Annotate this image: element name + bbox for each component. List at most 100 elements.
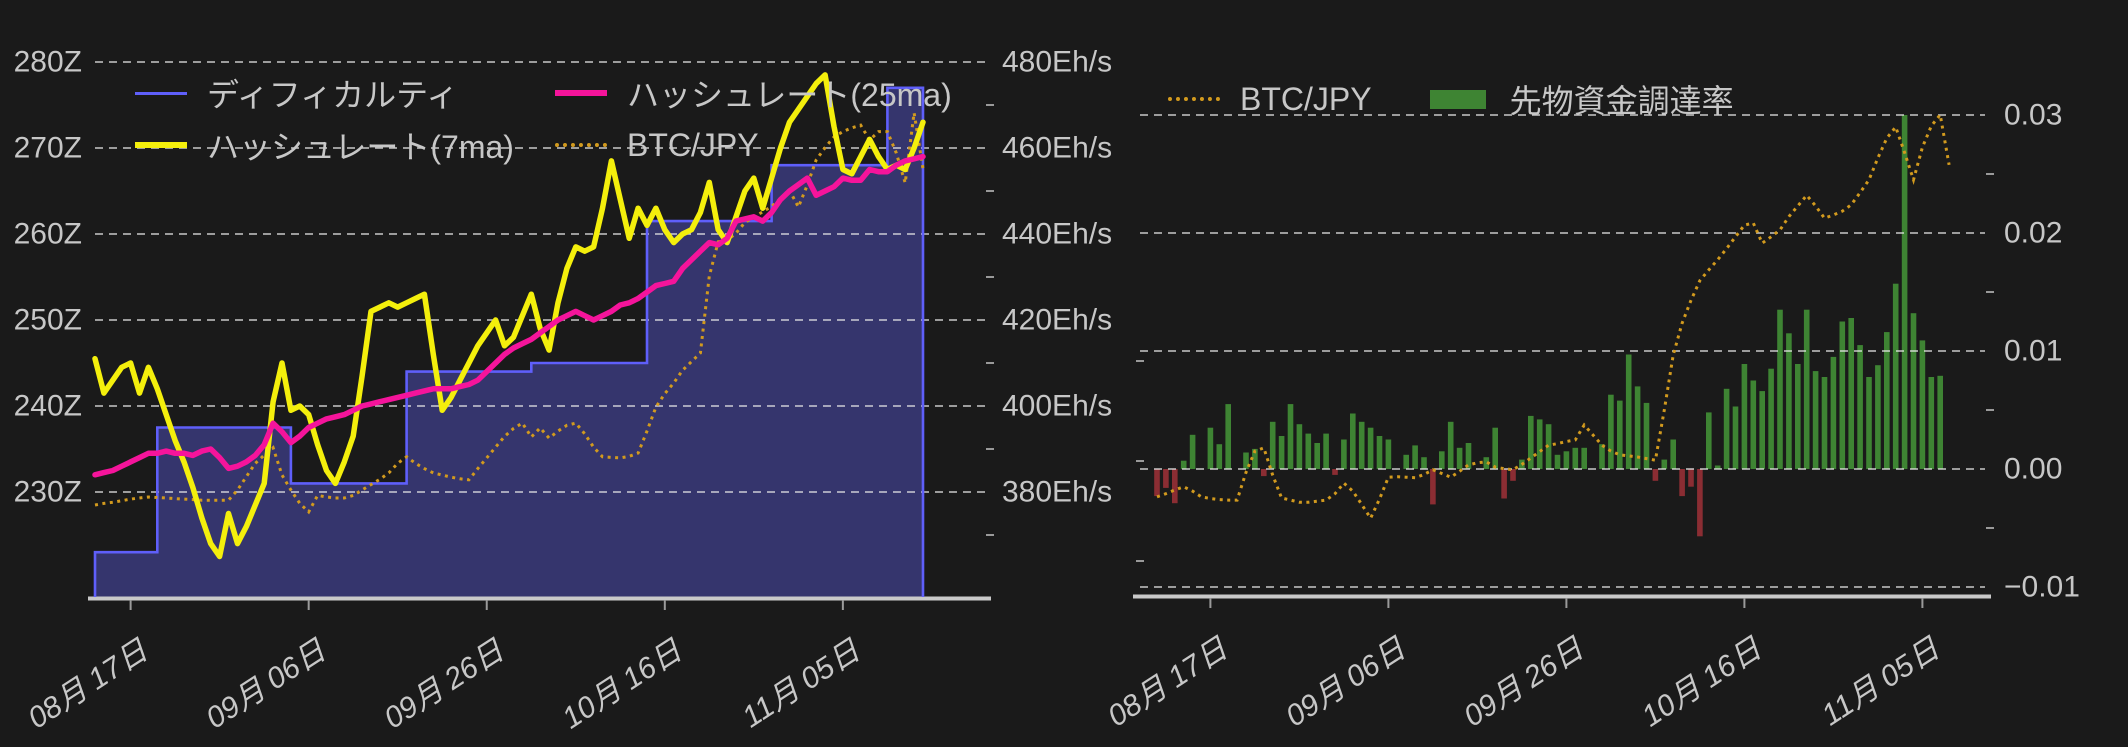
y-axis-right-label: 480Eh/s bbox=[1002, 46, 1112, 79]
funding-rate-bar-positive bbox=[1421, 457, 1427, 469]
funding-rate-bar-positive bbox=[1875, 365, 1881, 469]
funding-rate-bar-positive bbox=[1599, 444, 1605, 469]
funding-rate-bar-negative bbox=[1510, 469, 1516, 481]
y-axis-right-label: 0.01 bbox=[2004, 335, 2062, 368]
funding-rate-bar-positive bbox=[1821, 377, 1828, 469]
legend-label-btcjpy-left: BTC/JPY bbox=[627, 126, 759, 163]
funding-rate-bar-positive bbox=[1634, 386, 1641, 469]
y-axis-left-label: 270Z bbox=[14, 132, 82, 165]
funding-rate-bar-positive bbox=[1786, 333, 1792, 469]
legend-label-btcjpy-right: BTC/JPY bbox=[1240, 80, 1372, 117]
funding-rate-bar-negative bbox=[1154, 469, 1160, 497]
legend-label-hashrate-7ma: ハッシュレート(7ma) bbox=[207, 129, 514, 165]
funding-rate-bar-positive bbox=[1563, 451, 1570, 469]
funding-rate-bar-positive bbox=[1759, 391, 1765, 469]
funding-rate-bar-positive bbox=[1216, 444, 1223, 469]
x-axis-label: 11月 05日 bbox=[1816, 632, 1946, 733]
x-axis-label: 09月 06日 bbox=[1280, 632, 1412, 734]
funding-rate-bar-positive bbox=[1376, 436, 1383, 469]
funding-rate-bar-negative bbox=[1679, 469, 1685, 497]
hashrate-7ma-line bbox=[92, 72, 926, 560]
funding-rate-bar-positive bbox=[1536, 419, 1543, 469]
y-axis-right-label: 0.02 bbox=[2004, 217, 2062, 250]
legend-label-hashrate-25ma: ハッシュレート(25ma) bbox=[627, 77, 952, 113]
funding-rate-bar-positive bbox=[1269, 421, 1276, 469]
x-axis-label: 09月 06日 bbox=[200, 634, 332, 736]
funding-rate-bar-positive bbox=[1314, 443, 1320, 469]
legend-label-funding-rate: 先物資金調達率 bbox=[1509, 83, 1734, 119]
btcjpy-dotted-line bbox=[1156, 111, 1951, 522]
funding-rate-bar-positive bbox=[1608, 394, 1614, 469]
funding-rate-bar-positive bbox=[1714, 465, 1721, 469]
funding-rate-bar-positive bbox=[1795, 364, 1801, 469]
y-axis-left-label: 280Z bbox=[14, 46, 82, 79]
legend-item-btcjpy-left: BTC/JPY bbox=[555, 127, 952, 164]
funding-rate-bar-positive bbox=[1465, 443, 1472, 469]
funding-rate-bar-positive bbox=[1803, 309, 1810, 469]
funding-rate-bar-negative bbox=[1430, 469, 1436, 505]
legend-item-funding-rate: 先物資金調達率 bbox=[1429, 76, 1734, 122]
funding-rate-bar-positive bbox=[1866, 377, 1872, 469]
funding-rate-bar-positive bbox=[1643, 402, 1650, 469]
funding-rate-bar-negative bbox=[1501, 469, 1507, 499]
funding-rate-bar-positive bbox=[1323, 433, 1329, 469]
funding-rate-bar-positive bbox=[1617, 400, 1623, 469]
funding-rate-bar-positive bbox=[1732, 406, 1739, 469]
funding-rate-bar-positive bbox=[1812, 371, 1819, 469]
funding-rate-bar-positive bbox=[1385, 439, 1392, 469]
btcjpy-dotted-line-swatch bbox=[555, 143, 607, 147]
legend-item-hashrate-25ma: ハッシュレート(25ma) bbox=[555, 70, 952, 116]
funding-rate-bar-positive bbox=[1572, 447, 1579, 469]
funding-rate-bar-positive bbox=[1706, 412, 1712, 469]
y-axis-right-label: 420Eh/s bbox=[1002, 304, 1112, 337]
funding-rate-bar-positive bbox=[1937, 375, 1943, 469]
funding-rate-bar-positive bbox=[1456, 447, 1463, 469]
funding-rate-bar-positive bbox=[1412, 445, 1418, 469]
funding-rate-bar-positive bbox=[1928, 377, 1935, 469]
y-axis-right-label: 0.03 bbox=[2004, 99, 2062, 132]
funding-rate-bar-positive bbox=[1741, 364, 1748, 469]
funding-rate-bar-positive bbox=[1839, 321, 1846, 469]
funding-rate-bar-positive bbox=[1447, 421, 1454, 469]
funding-rate-bar-negative bbox=[1688, 469, 1694, 487]
funding-rate-bar-positive bbox=[1296, 424, 1303, 469]
funding-rate-bar-positive bbox=[1777, 309, 1783, 469]
right-chart-legend: BTC/JPY 先物資金調達率 bbox=[1168, 76, 1734, 122]
funding-rate-bar-positive bbox=[1830, 356, 1837, 469]
funding-rate-bar-positive bbox=[1225, 404, 1231, 469]
legend-label-difficulty: ディフィカルティ bbox=[207, 77, 459, 113]
funding-rate-bar-positive bbox=[1189, 434, 1196, 469]
x-axis-label: 09月 26日 bbox=[1458, 632, 1590, 734]
y-axis-left-label: 230Z bbox=[14, 476, 82, 509]
x-axis-label: 11月 05日 bbox=[736, 634, 866, 735]
hashrate-25ma-line bbox=[92, 153, 926, 478]
difficulty-area-fill bbox=[95, 87, 923, 598]
funding-rate-bar-negative bbox=[1172, 469, 1178, 504]
funding-rate-bar-positive bbox=[1901, 115, 1908, 469]
funding-rate-bar-negative bbox=[1652, 469, 1659, 481]
funding-rate-bar-positive bbox=[1625, 354, 1632, 469]
x-axis-label: 08月 17日 bbox=[1102, 632, 1234, 734]
difficulty-step-line bbox=[93, 86, 925, 597]
funding-rate-bar-negative bbox=[1163, 469, 1169, 488]
y-axis-right-label: −0.01 bbox=[2004, 571, 2080, 604]
funding-rate-chart: 0.03 0.02 0.01 0.00 −0.01 08月 17日 09月 06日 09月 2… bbox=[1102, 99, 2080, 734]
funding-rate-bar-positive bbox=[1661, 459, 1668, 469]
legend-item-difficulty: ディフィカルティ bbox=[135, 70, 555, 116]
funding-rate-bar-positive bbox=[1848, 318, 1854, 469]
y-axis-right-label: 400Eh/s bbox=[1002, 390, 1112, 423]
funding-rate-swatch bbox=[1429, 89, 1486, 109]
funding-rate-bar-positive bbox=[1723, 388, 1730, 469]
funding-rate-bar-positive bbox=[1278, 436, 1285, 469]
y-axis-left-label: 240Z bbox=[14, 390, 82, 423]
legend-item-btcjpy-right: BTC/JPY bbox=[1168, 81, 1372, 118]
left-chart-legend: ディフィカルティ ハッシュレート(25ma) ハッシュレート(7ma) BTC/… bbox=[135, 70, 952, 168]
y-axis-right-label: 460Eh/s bbox=[1002, 132, 1112, 165]
funding-rate-bar-positive bbox=[1528, 415, 1534, 469]
funding-rate-bar-positive bbox=[1857, 345, 1863, 469]
y-axis-left-label: 250Z bbox=[14, 304, 82, 337]
funding-rate-bar-positive bbox=[1243, 452, 1249, 469]
funding-rate-bar-positive bbox=[1439, 451, 1445, 469]
funding-rate-bar-positive bbox=[1750, 380, 1757, 469]
